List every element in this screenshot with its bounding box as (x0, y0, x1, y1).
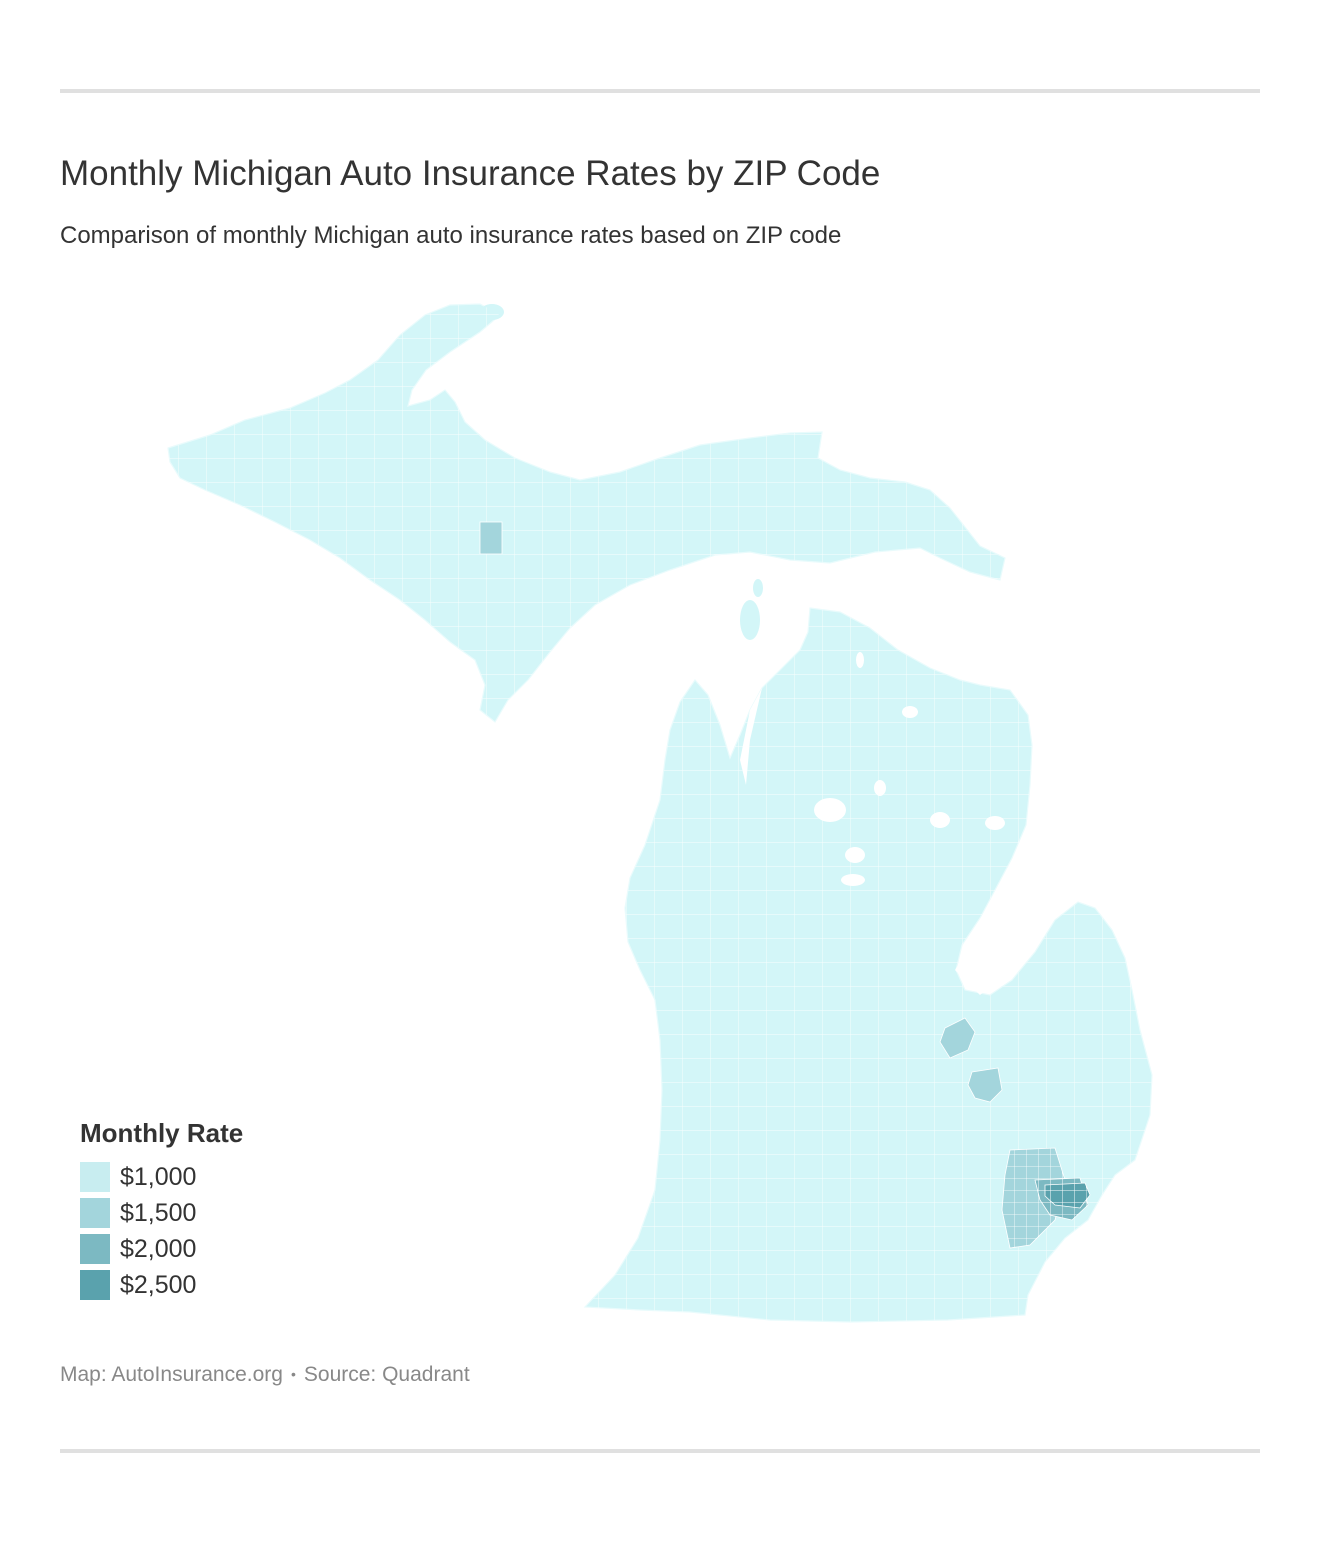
legend-item-1500: $1,500 (80, 1195, 243, 1231)
bottom-divider (60, 1449, 1260, 1453)
map-credit: Map: AutoInsurance.org (60, 1363, 283, 1386)
legend-item-1000: $1,000 (80, 1159, 243, 1195)
chart-subtitle: Comparison of monthly Michigan auto insu… (60, 222, 842, 249)
legend-swatch (80, 1162, 110, 1192)
beaver-island (740, 600, 760, 640)
rate-regions (479, 521, 1091, 1249)
source-credit: Source: Quadrant (303, 1363, 470, 1386)
legend-item-2500: $2,500 (80, 1267, 243, 1303)
legend-swatch (80, 1198, 110, 1228)
legend-swatch (80, 1234, 110, 1264)
rate-region-upper-peninsula-town (479, 521, 503, 555)
chart-title: Monthly Michigan Auto Insurance Rates by… (60, 154, 881, 193)
legend-title: Monthly Rate (80, 1118, 244, 1148)
footer-credits: Map: AutoInsurance.org • Source: Quadrant (60, 1363, 470, 1387)
michigan-map (150, 290, 1170, 1330)
legend-label: $2,000 (120, 1234, 197, 1263)
legend-label: $2,500 (120, 1270, 197, 1299)
rate-region-flint (967, 1067, 1003, 1103)
inland-lakes (814, 652, 1005, 886)
legend-swatch (80, 1270, 110, 1300)
legend-label: $1,500 (120, 1198, 197, 1227)
legend-item-2000: $2,000 (80, 1231, 243, 1267)
small-island (753, 579, 763, 597)
legend: Monthly Rate $1,000 $1,500 $2,000 $2,500 (80, 1118, 243, 1303)
legend-label: $1,000 (120, 1162, 197, 1191)
credit-separator: • (290, 1366, 296, 1382)
bays (740, 688, 1015, 995)
top-divider (60, 89, 1260, 93)
rate-region-saginaw (939, 1017, 976, 1059)
